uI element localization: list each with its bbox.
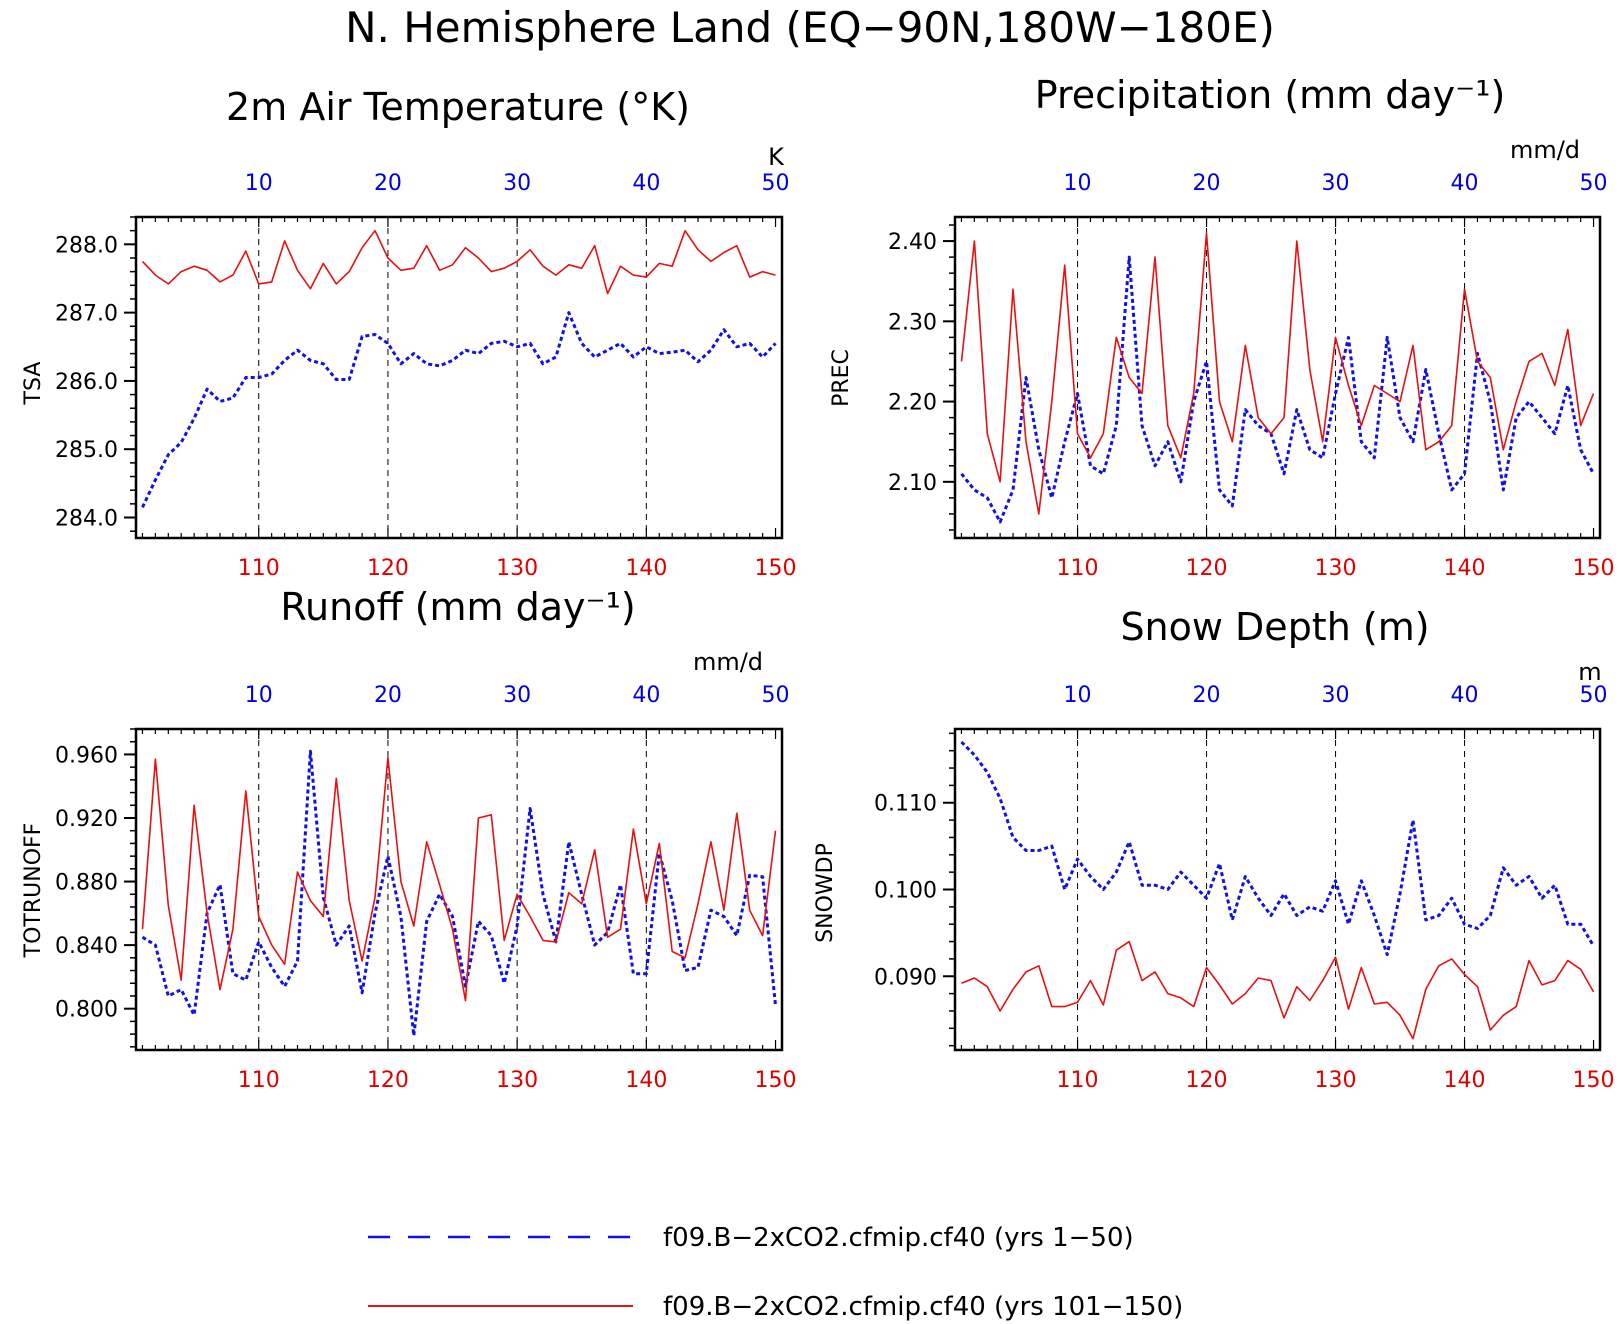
x-top-tick-label: 50 <box>1580 171 1608 196</box>
x-top-tick-label: 20 <box>374 683 402 708</box>
plot-frame <box>134 215 784 540</box>
unit-label: mm/d <box>1510 136 1580 164</box>
x-bottom-tick-label: 150 <box>755 556 797 581</box>
series-line-yrs-101-150 <box>141 756 777 1002</box>
y-axis-label: TSA <box>21 362 46 406</box>
x-top-tick-label: 40 <box>1451 171 1479 196</box>
series-line-yrs-1-50 <box>141 311 777 508</box>
x-bottom-tick-label: 140 <box>625 1068 667 1093</box>
y-tick-label: 286.0 <box>55 370 118 395</box>
y-tick-label: 0.960 <box>55 743 118 768</box>
y-tick-label: 288.0 <box>55 233 118 258</box>
x-top-tick-label: 20 <box>1193 683 1221 708</box>
x-bottom-tick-label: 140 <box>1444 556 1486 581</box>
y-tick-label: 0.090 <box>874 965 937 990</box>
x-top-tick-label: 50 <box>1580 683 1608 708</box>
y-tick-label: 0.800 <box>55 998 118 1023</box>
plot-area-group: 284.0 285.0 286.0 287.0 288.0 110 120 130 140 150… <box>55 171 1615 1093</box>
series-line-yrs-1-50 <box>960 740 1595 957</box>
x-top-tick-label: 20 <box>374 171 402 196</box>
panel-snowdp: Snow Depth (m) m SNOWDP <box>813 605 1602 943</box>
unit-label: m <box>1578 658 1601 686</box>
x-bottom-tick-label: 120 <box>367 556 409 581</box>
x-bottom-tick-label: 140 <box>1444 1068 1486 1093</box>
x-bottom-tick-label: 150 <box>755 1068 797 1093</box>
x-top-tick-label: 10 <box>245 683 273 708</box>
x-bottom-tick-label: 140 <box>625 556 667 581</box>
series-line-yrs-1-50 <box>960 255 1595 524</box>
y-tick-label: 2.40 <box>888 230 937 255</box>
y-tick-label: 0.110 <box>874 792 937 817</box>
panel-tsa: 2m Air Temperature (°K) K TSA <box>21 85 785 405</box>
main-title: N. Hemisphere Land (EQ−90N,180W−180E) <box>345 3 1275 52</box>
series-line-yrs-101-150 <box>960 232 1595 515</box>
x-bottom-tick-label: 120 <box>1186 1068 1228 1093</box>
unit-label: mm/d <box>693 648 763 676</box>
x-top-tick-label: 10 <box>1064 683 1092 708</box>
x-top-tick-label: 10 <box>245 171 273 196</box>
x-bottom-tick-label: 110 <box>1057 1068 1099 1093</box>
legend: f09.B−2xCO2.cfmip.cf40 (yrs 1−50) f09.B−… <box>368 1223 1183 1322</box>
x-bottom-tick-label: 120 <box>367 1068 409 1093</box>
series-line-yrs-101-150 <box>961 940 1595 1040</box>
x-top-tick-label: 30 <box>1322 171 1350 196</box>
x-top-tick-label: 50 <box>762 171 790 196</box>
y-tick-label: 287.0 <box>55 302 118 327</box>
x-bottom-tick-label: 130 <box>496 556 538 581</box>
panel-title: Snow Depth (m) <box>1120 605 1429 649</box>
x-top-tick-label: 30 <box>1322 683 1350 708</box>
plot-tsa: 284.0 285.0 286.0 287.0 288.0 110 120 130 140 150… <box>55 171 797 581</box>
x-bottom-tick-label: 130 <box>496 1068 538 1093</box>
y-tick-label: 2.20 <box>888 391 937 416</box>
x-top-tick-label: 50 <box>762 683 790 708</box>
panel-prec: Precipitation (mm day⁻¹) mm/d PREC <box>829 73 1580 407</box>
y-axis-label: PREC <box>829 349 854 407</box>
legend-label-yrs-1-50: f09.B−2xCO2.cfmip.cf40 (yrs 1−50) <box>663 1223 1134 1253</box>
series-line-yrs-1-50 <box>141 749 777 1038</box>
panel-title: Runoff (mm day⁻¹) <box>280 585 635 629</box>
x-bottom-tick-label: 150 <box>1573 556 1615 581</box>
legend-label-yrs-101-150: f09.B−2xCO2.cfmip.cf40 (yrs 101−150) <box>663 1292 1183 1322</box>
y-tick-label: 2.30 <box>888 310 937 335</box>
x-bottom-tick-label: 110 <box>238 556 280 581</box>
x-top-tick-label: 20 <box>1193 171 1221 196</box>
plot-prec: 2.10 2.20 2.30 2.40 110 120 130 140 150 10 20 30 40 5… <box>888 171 1615 581</box>
plot-runoff: 0.800 0.840 0.880 0.920 0.960 110 120 130 140 150… <box>55 683 797 1093</box>
y-tick-label: 0.880 <box>55 871 118 896</box>
x-bottom-tick-label: 130 <box>1315 556 1357 581</box>
plot-snowdp: 0.090 0.100 0.110 110 120 130 140 150 10 20 30 40 50 <box>874 683 1615 1093</box>
plot-frame <box>134 727 784 1052</box>
y-axis-label: SNOWDP <box>813 843 838 943</box>
y-tick-label: 0.100 <box>874 879 937 904</box>
x-top-tick-label: 40 <box>1451 683 1479 708</box>
x-bottom-tick-label: 110 <box>1057 556 1099 581</box>
x-top-tick-label: 30 <box>503 683 531 708</box>
y-tick-label: 0.920 <box>55 807 118 832</box>
panel-title: 2m Air Temperature (°K) <box>226 85 690 129</box>
series-line-yrs-101-150 <box>141 229 776 295</box>
y-axis-label: TOTRUNOFF <box>21 823 46 959</box>
x-top-tick-label: 10 <box>1064 171 1092 196</box>
y-tick-label: 284.0 <box>55 507 118 532</box>
plot-frame <box>953 215 1602 540</box>
unit-label: K <box>768 143 785 171</box>
x-bottom-tick-label: 110 <box>238 1068 280 1093</box>
panel-title: Precipitation (mm day⁻¹) <box>1035 73 1506 117</box>
y-tick-label: 0.840 <box>55 934 118 959</box>
y-tick-label: 2.10 <box>888 471 937 496</box>
x-top-tick-label: 30 <box>503 171 531 196</box>
x-bottom-tick-label: 130 <box>1315 1068 1357 1093</box>
plot-frame <box>953 727 1602 1052</box>
y-tick-label: 285.0 <box>55 438 118 463</box>
x-top-tick-label: 40 <box>632 683 660 708</box>
panel-runoff: Runoff (mm day⁻¹) mm/d TOTRUNOFF <box>21 585 763 958</box>
x-bottom-tick-label: 120 <box>1186 556 1228 581</box>
x-bottom-tick-label: 150 <box>1573 1068 1615 1093</box>
x-top-tick-label: 40 <box>632 171 660 196</box>
